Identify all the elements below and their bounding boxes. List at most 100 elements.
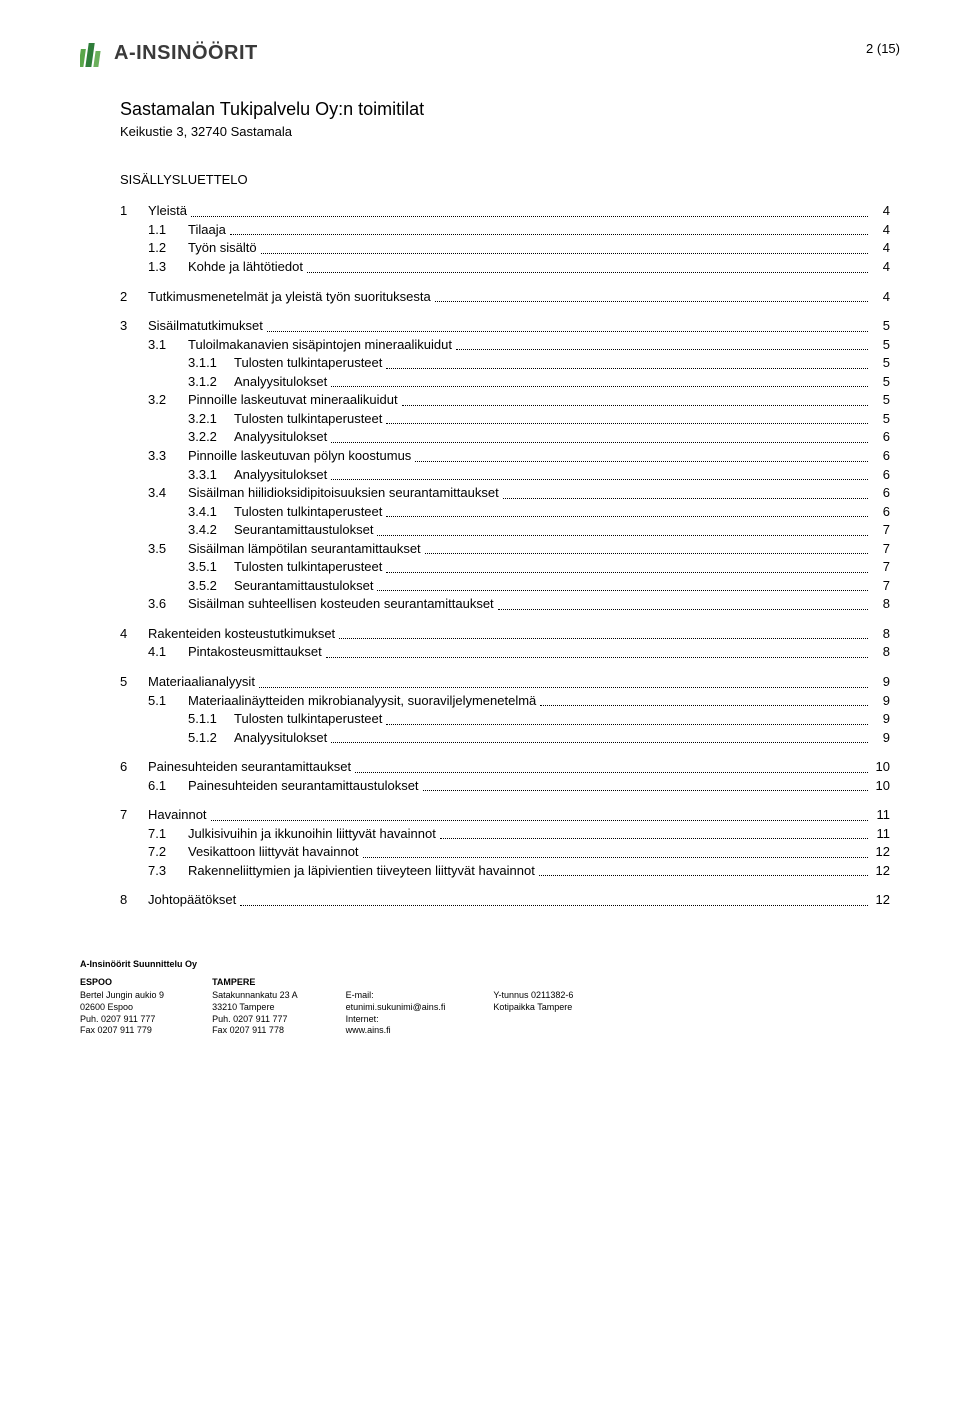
toc-leader [498,609,868,610]
footer-line: Internet: [346,1014,446,1026]
page-title: Sastamalan Tukipalvelu Oy:n toimitilat [120,97,900,121]
toc-entry-number: 7 [120,806,148,824]
toc-entry-label: Julkisivuihin ja ikkunoihin liittyvät ha… [188,825,436,843]
toc-entry-page: 5 [872,354,890,372]
toc-entry-page: 6 [872,428,890,446]
toc-entry-label: Työn sisältö [188,239,257,257]
toc-entry-page: 4 [872,239,890,257]
toc-entry: 1Yleistä4 [120,202,890,220]
toc-entry-page: 9 [872,729,890,747]
toc-leader [386,423,868,424]
toc-entry-label: Pinnoille laskeutuvat mineraalikuidut [188,391,398,409]
toc-entry: 3Sisäilmatutkimukset5 [120,317,890,335]
toc-entry: 7.1Julkisivuihin ja ikkunoihin liittyvät… [120,825,890,843]
page-subtitle: Keikustie 3, 32740 Sastamala [120,123,900,141]
logo-bars-icon [80,41,108,67]
toc-group: 6Painesuhteiden seurantamittaukset106.1P… [120,758,890,794]
toc-leader [440,838,868,839]
table-of-contents: 1Yleistä41.1Tilaaja41.2Työn sisältö41.3K… [120,202,890,909]
toc-entry: 7Havainnot11 [120,806,890,824]
footer-line: 33210 Tampere [212,1002,298,1014]
toc-entry-number: 5.1.2 [188,729,234,747]
toc-entry-label: Analyysitulokset [234,466,327,484]
toc-entry-number: 4 [120,625,148,643]
company-logo: A-INSINÖÖRIT [80,40,258,67]
toc-entry-number: 3.2.2 [188,428,234,446]
toc-entry-page: 11 [872,806,890,824]
toc-entry: 1.1Tilaaja4 [120,221,890,239]
toc-entry-number: 7.1 [148,825,188,843]
toc-entry: 1.2Työn sisältö4 [120,239,890,257]
toc-entry-label: Painesuhteiden seurantamittaukset [148,758,351,776]
footer-column: E-mail:etunimi.sukunimi@ains.fiInternet:… [346,977,446,1037]
toc-leader [355,772,868,773]
toc-entry-number: 3.4.1 [188,503,234,521]
toc-entry-label: Analyysitulokset [234,729,327,747]
toc-entry-page: 5 [872,391,890,409]
toc-entry: 2Tutkimusmenetelmät ja yleistä työn suor… [120,288,890,306]
toc-entry-label: Tulosten tulkintaperusteet [234,503,382,521]
toc-entry: 3.3.1Analyysitulokset 6 [120,466,890,484]
toc-entry-label: Materiaalianalyysit [148,673,255,691]
toc-entry-label: Materiaalinäytteiden mikrobianalyysit, s… [188,692,536,710]
toc-entry-page: 12 [872,891,890,909]
toc-leader [377,535,868,536]
footer-line: Fax 0207 911 778 [212,1025,298,1037]
toc-leader [211,820,868,821]
toc-entry-number: 3.2.1 [188,410,234,428]
toc-entry: 3.3Pinnoille laskeutuvan pölyn koostumus… [120,447,890,465]
toc-leader [386,368,868,369]
toc-entry-label: Vesikattoon liittyvät havainnot [188,843,359,861]
toc-leader [363,857,868,858]
toc-entry: 3.1.2Analyysitulokset5 [120,373,890,391]
toc-entry-label: Tulosten tulkintaperusteet [234,710,382,728]
toc-entry-page: 7 [872,521,890,539]
toc-leader [540,705,868,706]
toc-entry-number: 1 [120,202,148,220]
toc-entry-page: 9 [872,692,890,710]
toc-entry: 3.2.2Analyysitulokset6 [120,428,890,446]
toc-entry-label: Johtopäätökset [148,891,236,909]
toc-entry: 5.1.2Analyysitulokset 9 [120,729,890,747]
toc-entry-label: Tulosten tulkintaperusteet [234,410,382,428]
toc-leader [331,442,868,443]
toc-entry-page: 10 [872,758,890,776]
toc-entry-number: 8 [120,891,148,909]
toc-entry-label: Tilaaja [188,221,226,239]
toc-entry-label: Tuloilmakanavien sisäpintojen mineraalik… [188,336,452,354]
toc-entry: 3.2Pinnoille laskeutuvat mineraalikuidut… [120,391,890,409]
toc-entry-number: 3.5.1 [188,558,234,576]
footer-col-heading: TAMPERE [212,977,298,989]
page-number: 2 (15) [866,40,900,58]
toc-entry-page: 7 [872,558,890,576]
footer-line: etunimi.sukunimi@ains.fi [346,1002,446,1014]
toc-entry-label: Sisäilmatutkimukset [148,317,263,335]
toc-entry-label: Analyysitulokset [234,373,327,391]
toc-entry-page: 6 [872,466,890,484]
toc-entry-number: 3 [120,317,148,335]
toc-entry-number: 7.2 [148,843,188,861]
toc-entry-label: Yleistä [148,202,187,220]
toc-entry: 4Rakenteiden kosteustutkimukset8 [120,625,890,643]
toc-entry-number: 3.3.1 [188,466,234,484]
toc-entry-label: Pinnoille laskeutuvan pölyn koostumus [188,447,411,465]
footer-column: TAMPERESatakunnankatu 23 A33210 TampereP… [212,977,298,1037]
footer-line: www.ains.fi [346,1025,446,1037]
toc-entry-number: 3.3 [148,447,188,465]
toc-entry: 5Materiaalianalyysit9 [120,673,890,691]
toc-leader [230,234,868,235]
toc-entry-number: 1.3 [148,258,188,276]
toc-leader [435,301,868,302]
toc-entry-label: Kohde ja lähtötiedot [188,258,303,276]
toc-entry-number: 5.1 [148,692,188,710]
toc-entry-label: Seurantamittaustulokset [234,521,373,539]
toc-entry: 8Johtopäätökset 12 [120,891,890,909]
footer-column: ESPOOBertel Jungin aukio 902600 EspooPuh… [80,977,164,1037]
toc-entry-page: 5 [872,373,890,391]
toc-entry: 7.3Rakenneliittymien ja läpivientien tii… [120,862,890,880]
toc-entry-label: Sisäilman suhteellisen kosteuden seurant… [188,595,494,613]
toc-entry: 3.4.1Tulosten tulkintaperusteet6 [120,503,890,521]
toc-entry-number: 3.4 [148,484,188,502]
toc-leader [240,905,868,906]
toc-entry-page: 5 [872,336,890,354]
